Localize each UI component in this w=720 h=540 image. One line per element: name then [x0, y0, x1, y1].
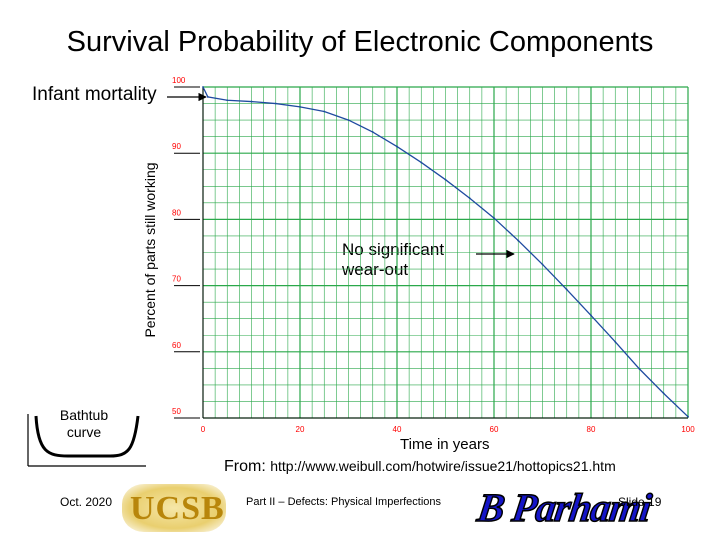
x-tick-label: 80 [587, 425, 596, 434]
bathtub-curve-icon [34, 415, 140, 458]
no-wearout-line2: wear-out [342, 260, 409, 279]
x-tick-label: 60 [490, 425, 499, 434]
chart-ticks: 50 60 70 80 90 100 0 20 40 60 80 100 [172, 76, 695, 434]
survival-curve-point [468, 197, 471, 200]
ucsb-logo: UCSB [122, 484, 226, 532]
slide-title: Survival Probability of Electronic Compo… [66, 26, 654, 58]
source-prefix: From: [224, 458, 266, 475]
no-wearout-annotation: No significant wear-out [342, 240, 444, 280]
survival-curve-point [493, 217, 495, 219]
annotation-arrows [27, 92, 515, 467]
survival-curve-point [687, 415, 689, 418]
x-tick-label: 0 [201, 425, 206, 434]
y-tick-label: 90 [172, 142, 181, 151]
y-tick-label: 70 [172, 275, 181, 284]
survival-curve-point [226, 99, 229, 102]
survival-curve-point [347, 119, 350, 121]
footer-date: Oct. 2020 [60, 495, 113, 509]
survival-curve-point [638, 368, 641, 370]
bathtub-label: Bathtub curve [40, 407, 128, 441]
y-tick-label: 50 [172, 407, 181, 416]
source-url: http://www.weibull.com/hotwire/issue21/h… [270, 458, 616, 474]
chart-axes [202, 87, 688, 419]
survival-curve-point [299, 105, 301, 108]
survival-curve-point [614, 340, 617, 343]
survival-curve-point [396, 145, 398, 148]
survival-curve-point [590, 314, 592, 317]
survival-curve-point [420, 161, 423, 164]
y-tick-label: 100 [172, 76, 186, 85]
survival-curve-point [274, 102, 277, 105]
chart-marks [202, 86, 689, 418]
bathtub-line2: curve [66, 424, 102, 440]
y-tick-label: 80 [172, 208, 181, 217]
footer-course: Part II – Defects: Physical Imperfection… [246, 496, 442, 508]
survival-curve-point [371, 131, 374, 133]
survival-curve-point [517, 239, 520, 242]
infant-mortality-label: Infant mortality [32, 84, 157, 105]
survival-curve-line [202, 86, 689, 418]
survival-curve-point [565, 288, 568, 291]
survival-curve-point [202, 86, 204, 88]
chart-grid [202, 86, 689, 419]
survival-curve-point [541, 263, 544, 266]
survival-curve-point [662, 392, 665, 395]
x-tick-label: 100 [681, 425, 695, 434]
survival-curve-point [250, 100, 253, 103]
x-axis-label: Time in years [400, 436, 490, 453]
no-wearout-line1: No significant [342, 240, 445, 259]
survival-curve-point [444, 178, 447, 181]
survival-curve-point [206, 96, 209, 98]
bathtub-line1: Bathtub [59, 407, 109, 423]
x-tick-label: 40 [393, 425, 402, 434]
x-tick-label: 20 [296, 425, 305, 434]
y-tick-label: 60 [172, 341, 181, 350]
slide-number: Slide 19 [618, 495, 662, 509]
survival-curve-point [323, 110, 326, 113]
source-citation: From: http://www.weibull.com/hotwire/iss… [224, 458, 616, 476]
ucsb-logo-text: UCSB [130, 490, 225, 527]
